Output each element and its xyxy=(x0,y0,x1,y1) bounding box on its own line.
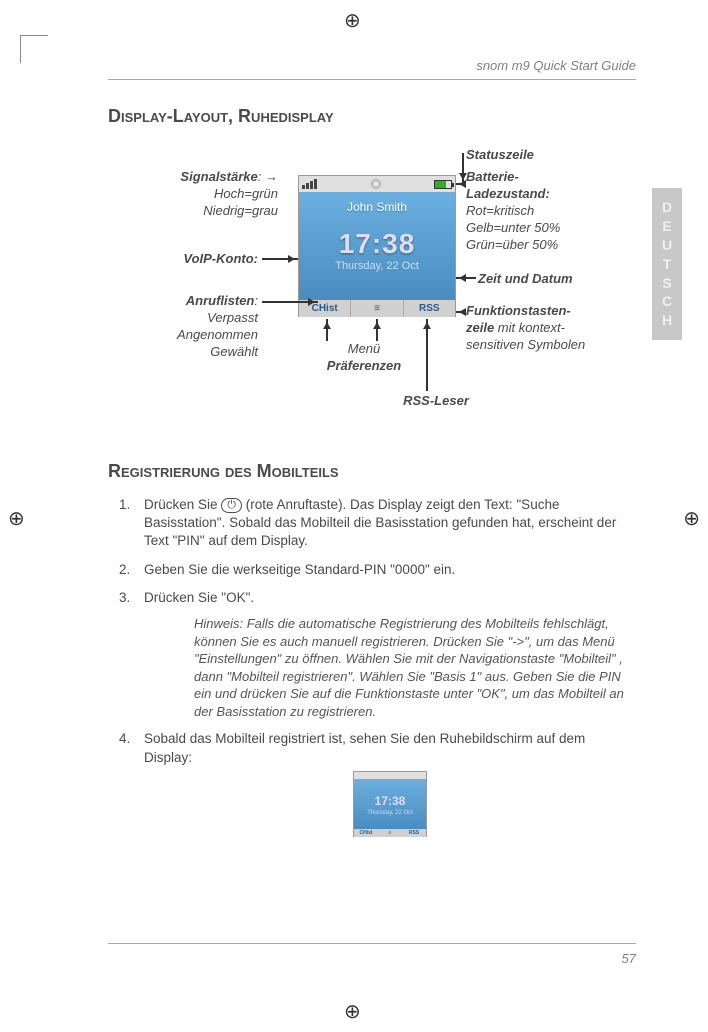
label-rss: RSS-Leser xyxy=(356,393,516,410)
language-tab-letter: C xyxy=(652,292,682,311)
language-tab-letter: E xyxy=(652,217,682,236)
step-3: Drücken Sie "OK". Hinweis: Falls die aut… xyxy=(134,589,636,721)
voip-account-icon xyxy=(371,179,381,189)
connector-line xyxy=(462,153,464,183)
label-calllist-title: Anruflisten xyxy=(186,293,255,308)
label-timedate: Zeit und Datum xyxy=(478,271,573,288)
label-fkeys: Funktionstasten-zeile mit kontext-sensit… xyxy=(466,303,585,354)
connector-line xyxy=(456,277,476,279)
label-battery: Batterie-Ladezustand: Rot=kritischGelb=u… xyxy=(466,169,560,253)
phone-date: Thursday, 22 Oct xyxy=(299,260,455,272)
registration-mark-icon: ⊕ xyxy=(344,999,361,1024)
running-header: snom m9 Quick Start Guide xyxy=(108,58,636,80)
label-battery-title: Batterie-Ladezustand: xyxy=(466,169,550,201)
display-diagram: John Smith 17:38 Thursday, 22 Oct CHist … xyxy=(108,141,636,441)
page-content: snom m9 Quick Start Guide D E U T S C H … xyxy=(108,58,636,968)
step-1-text-a: Drücken Sie xyxy=(144,497,221,512)
registration-mark-icon: ⊕ xyxy=(8,506,25,531)
battery-icon xyxy=(434,180,452,189)
step-1: Drücken Sie ⏻ (rote Anruftaste). Das Dis… xyxy=(134,496,636,551)
connector-line xyxy=(376,319,378,341)
connector-line xyxy=(456,311,466,313)
page-number: 57 xyxy=(622,951,636,966)
mini-softkey-chist: CHist xyxy=(354,829,378,837)
signal-bars-icon xyxy=(302,179,317,189)
connector-line xyxy=(262,258,298,260)
language-tab-letter: U xyxy=(652,236,682,255)
label-menu-line2: Präferenzen xyxy=(327,358,401,373)
step-3-text: Drücken Sie "OK". xyxy=(144,590,254,605)
label-status-text: Statuszeile xyxy=(466,147,534,162)
phone-time: 17:38 xyxy=(299,228,455,260)
label-rss-text: RSS-Leser xyxy=(403,393,469,408)
softkey-rss: RSS xyxy=(404,300,455,317)
label-voip-text: VoIP-Konto: xyxy=(183,251,258,266)
label-timedate-text: Zeit und Datum xyxy=(478,271,573,286)
mini-phone-time: 17:38 xyxy=(354,793,426,809)
language-tab: D E U T S C H xyxy=(652,188,682,340)
mini-softkey-rss: RSS xyxy=(402,829,426,837)
language-tab-letter: D xyxy=(652,198,682,217)
connector-line xyxy=(262,301,318,303)
mini-phone-mockup: 17:38 Thursday, 22 Oct CHist ≡ RSS xyxy=(353,771,427,837)
connector-line xyxy=(326,319,328,341)
mini-softkey-menu: ≡ xyxy=(378,829,402,837)
crop-mark-icon xyxy=(20,35,48,63)
label-menu-line1: Menü xyxy=(348,341,381,356)
label-signal: Signalstärke: → Hoch=grünNiedrig=grau xyxy=(108,169,278,220)
label-signal-title: Signalstärke xyxy=(180,169,257,184)
label-battery-body: Rot=kritischGelb=unter 50%Grün=über 50% xyxy=(466,203,560,252)
softkey-chist: CHist xyxy=(299,300,351,317)
page-footer: 57 xyxy=(108,943,636,968)
phone-user-name: John Smith xyxy=(299,200,455,214)
language-tab-letter: H xyxy=(652,311,682,330)
hangup-key-icon: ⏻ xyxy=(221,498,242,513)
step-4: Sobald das Mobilteil registriert ist, se… xyxy=(134,730,636,836)
language-tab-letter: T xyxy=(652,255,682,274)
registration-hint: Hinweis: Falls die automatische Registri… xyxy=(194,615,636,720)
mini-phone-date: Thursday, 22 Oct xyxy=(354,809,426,817)
label-calllist-body: VerpasstAngenommenGewählt xyxy=(177,310,258,359)
phone-main-area: John Smith 17:38 Thursday, 22 Oct xyxy=(299,192,455,300)
registration-mark-icon: ⊕ xyxy=(683,506,700,531)
registration-steps: Drücken Sie ⏻ (rote Anruftaste). Das Dis… xyxy=(108,496,636,837)
phone-mockup: John Smith 17:38 Thursday, 22 Oct CHist … xyxy=(298,175,456,317)
registration-mark-icon: ⊕ xyxy=(344,8,361,33)
label-status: Statuszeile xyxy=(466,147,534,164)
label-signal-body: Hoch=grünNiedrig=grau xyxy=(203,186,278,218)
label-voip: VoIP-Konto: xyxy=(108,251,258,268)
connector-line xyxy=(426,319,428,391)
label-calllist: Anruflisten: VerpasstAngenommenGewählt xyxy=(108,293,258,361)
softkey-menu: ≡ xyxy=(351,300,403,317)
phone-status-bar xyxy=(299,176,455,192)
phone-softkey-bar: CHist ≡ RSS xyxy=(299,300,455,317)
language-tab-letter: S xyxy=(652,274,682,293)
label-menu: Menü Präferenzen xyxy=(314,341,414,375)
step-2: Geben Sie die werkseitige Standard-PIN "… xyxy=(134,561,636,579)
step-4-text: Sobald das Mobilteil registriert ist, se… xyxy=(144,731,585,764)
section-heading-display-layout: Display-Layout, Ruhedisplay xyxy=(108,106,636,127)
section-heading-registration: Registrierung des Mobilteils xyxy=(108,461,636,482)
